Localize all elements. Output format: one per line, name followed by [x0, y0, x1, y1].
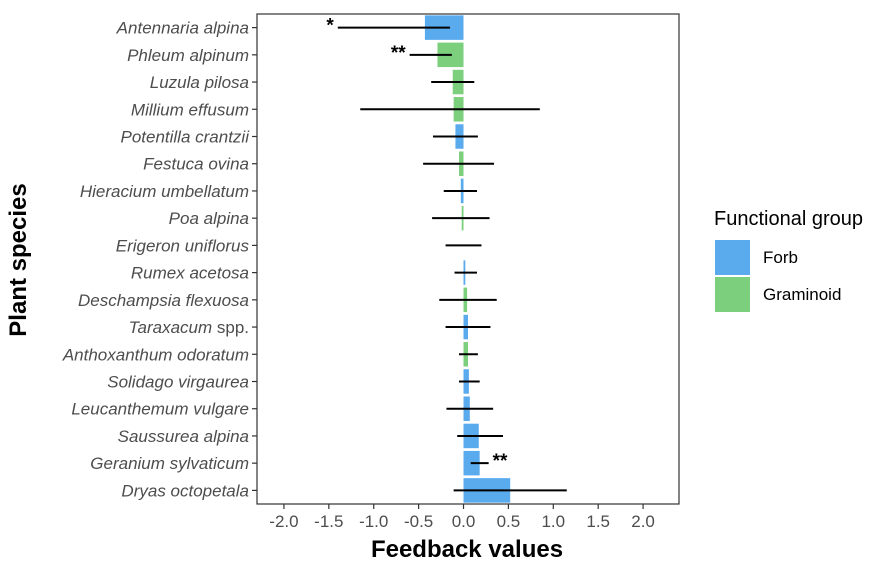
species-name: Hieracium umbellatum	[80, 182, 249, 201]
significance-annotation: **	[391, 43, 406, 64]
species-name: Luzula pilosa	[150, 73, 249, 92]
significance-annotation: **	[493, 451, 508, 472]
species-label: Erigeron uniflorus	[116, 236, 250, 255]
species-label: Phleum alpinum	[127, 46, 249, 65]
species-name: Leucanthemum vulgare	[71, 400, 249, 419]
species-name: Erigeron uniflorus	[116, 236, 250, 255]
species-name: Taraxacum	[129, 318, 212, 337]
species-label: Anthoxanthum odoratum	[62, 345, 249, 364]
x-tick-label: 1.5	[586, 512, 610, 531]
species-label: Dryas octopetala	[121, 481, 249, 500]
significance-annotation: *	[326, 16, 334, 37]
legend-swatch-graminoid	[715, 277, 750, 312]
x-tick-label: -0.5	[404, 512, 433, 531]
species-label: Rumex acetosa	[131, 264, 249, 283]
x-tick-label: -1.5	[314, 512, 343, 531]
species-name: Deschampsia flexuosa	[78, 291, 249, 310]
species-label: Hieracium umbellatum	[80, 182, 249, 201]
species-label: Poa alpina	[169, 209, 249, 228]
species-name: Saussurea alpina	[118, 427, 249, 446]
x-tick-label: 0.0	[452, 512, 476, 531]
species-name: Phleum alpinum	[127, 46, 249, 65]
plot-panel-border	[256, 13, 680, 505]
species-name: Rumex acetosa	[131, 264, 249, 283]
species-name: Dryas octopetala	[121, 481, 249, 500]
species-label: Antennaria alpina	[116, 19, 249, 38]
species-name: Millium effusum	[131, 100, 249, 119]
species-label: Millium effusum	[131, 100, 249, 119]
species-label: Solidago virgaurea	[107, 373, 249, 392]
species-label: Leucanthemum vulgare	[71, 400, 249, 419]
species-name: Poa alpina	[169, 209, 249, 228]
legend: Functional group Forb Graminoid	[714, 208, 863, 312]
x-tick-label: 0.5	[497, 512, 521, 531]
x-tick-label: -2.0	[269, 512, 298, 531]
x-tick-label: 2.0	[631, 512, 655, 531]
species-name: Solidago virgaurea	[107, 373, 249, 392]
species-label: Deschampsia flexuosa	[78, 291, 249, 310]
x-tick-label: 1.0	[541, 512, 565, 531]
legend-swatch-forb	[715, 240, 750, 275]
legend-label-forb: Forb	[763, 248, 798, 267]
species-label: Potentilla crantzii	[120, 128, 250, 147]
species-name: Potentilla crantzii	[120, 128, 250, 147]
x-tick-label: -1.0	[359, 512, 388, 531]
plot-area: -2.0 -1.5 -1.0 -0.5 0.0 0.5 1.0 1.5 2.0 Antennari…	[62, 13, 680, 531]
species-name: Geranium sylvaticum	[90, 454, 249, 473]
species-name: Antennaria alpina	[116, 19, 249, 38]
species-label: Saussurea alpina	[118, 427, 249, 446]
species-label: Luzula pilosa	[150, 73, 249, 92]
legend-title: Functional group	[714, 208, 863, 230]
species-label: Festuca ovina	[143, 155, 249, 174]
species-label: Taraxacum spp.	[129, 318, 249, 337]
x-axis-title: Feedback values	[371, 536, 563, 562]
species-name: Festuca ovina	[143, 155, 249, 174]
y-axis-title: Plant species	[5, 183, 32, 336]
species-suffix: spp.	[212, 318, 249, 337]
legend-label-graminoid: Graminoid	[763, 285, 841, 304]
species-label: Geranium sylvaticum	[90, 454, 249, 473]
species-name: Anthoxanthum odoratum	[62, 345, 249, 364]
